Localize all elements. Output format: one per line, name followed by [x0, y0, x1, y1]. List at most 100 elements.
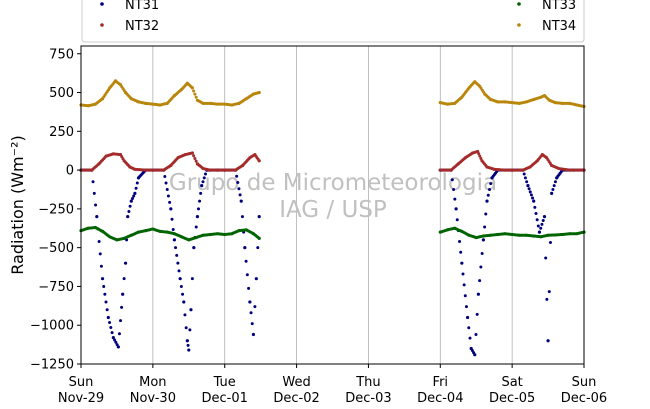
point-nt31-135 — [239, 199, 243, 203]
point-nt31-22 — [105, 308, 109, 312]
point-nt31-185 — [480, 251, 484, 255]
point-nt31-223 — [526, 184, 530, 188]
point-nt31-45 — [133, 191, 137, 195]
x-tick-label-date-3: Dec-02 — [273, 391, 319, 406]
watermark-line-2: IAG / USP — [279, 197, 387, 223]
point-nt31-183 — [478, 279, 482, 283]
point-nt31-222 — [525, 180, 529, 184]
legend-label-nt34: NT34 — [542, 19, 576, 34]
point-nt31-12 — [94, 203, 98, 207]
point-nt31-132 — [236, 181, 240, 185]
legend-box — [81, 0, 585, 43]
point-nt31-168 — [460, 261, 464, 265]
point-nt32-183 — [478, 154, 482, 158]
y-tick-label-4: −250 — [38, 202, 74, 217]
y-axis: −1250 −1000 −750 −500 −250 0 250 500 750 — [30, 47, 81, 373]
point-nt31-227 — [531, 196, 535, 200]
series-nt32 — [79, 149, 586, 172]
x-tick-label-date-1: Nov-30 — [130, 391, 176, 406]
watermark-line-1: Grupo de Micrometeorologia — [169, 170, 497, 196]
point-nt31-246 — [553, 180, 557, 184]
point-nt31-226 — [529, 193, 533, 197]
point-nt31-15 — [97, 239, 101, 243]
plot-frame — [80, 45, 585, 365]
point-nt31-39 — [126, 215, 130, 219]
legend: NT31 NT32 NT33 NT34 — [81, 0, 585, 43]
x-axis: SunNov-29MonNov-30TueDec-01WedDec-02ThuD… — [58, 364, 607, 406]
point-nt31-220 — [522, 172, 526, 176]
point-nt31-71 — [164, 181, 168, 185]
point-nt31-228 — [532, 199, 536, 203]
point-nt31-233 — [537, 230, 542, 234]
y-axis-label: Radiation (Wm⁻²) — [8, 135, 27, 274]
point-nt31-83 — [178, 277, 182, 281]
x-tick-label-date-0: Nov-29 — [58, 391, 104, 406]
point-nt31-147 — [254, 277, 258, 281]
series-layer — [79, 79, 586, 357]
y-tick-label-8: 750 — [49, 47, 74, 62]
point-nt31-11 — [92, 191, 96, 195]
legend-marker-nt32 — [100, 23, 104, 27]
point-nt31-90 — [186, 343, 190, 347]
x-tick-label-day-1: Mon — [139, 375, 166, 390]
y-tick-label-6: 250 — [49, 125, 74, 140]
point-nt31-70 — [163, 175, 167, 179]
x-tick-label-day-2: Tue — [213, 375, 236, 390]
point-nt34-95 — [193, 92, 197, 96]
point-nt31-88 — [184, 326, 188, 330]
point-nt31-179 — [473, 353, 477, 357]
point-nt31-136 — [240, 215, 244, 219]
point-nt31-20 — [103, 292, 107, 296]
point-nt31-189 — [485, 199, 489, 203]
point-nt31-160 — [450, 178, 454, 182]
x-tick-label-date-2: Dec-01 — [202, 391, 248, 406]
point-nt31-139 — [244, 259, 248, 263]
point-nt32-95 — [193, 156, 197, 160]
point-nt31-100 — [198, 199, 202, 203]
point-nt31-171 — [463, 294, 467, 298]
point-nt31-140 — [245, 273, 249, 277]
point-nt31-76 — [170, 217, 174, 221]
point-nt31-23 — [106, 315, 110, 320]
point-nt34-149 — [257, 90, 261, 95]
x-tick-label-date-4: Dec-03 — [345, 391, 391, 406]
point-nt31-180 — [474, 333, 478, 337]
point-nt31-93 — [189, 308, 193, 312]
point-nt31-19 — [102, 284, 106, 288]
point-nt31-42 — [129, 199, 133, 203]
y-tick-label-0: −1250 — [30, 358, 74, 373]
point-nt31-164 — [455, 218, 459, 222]
point-nt31-239 — [545, 297, 549, 301]
point-nt31-40 — [127, 209, 131, 213]
point-nt31-232 — [536, 224, 540, 228]
point-nt31-187 — [483, 225, 487, 229]
point-nt33-149 — [257, 236, 261, 240]
point-nt31-85 — [181, 292, 185, 296]
point-nt34-93 — [190, 86, 194, 90]
plot-area — [81, 46, 584, 364]
point-nt31-81 — [176, 261, 180, 265]
point-nt31-184 — [479, 265, 483, 269]
point-nt31-224 — [527, 187, 531, 191]
legend-label-nt32: NT32 — [125, 19, 159, 34]
point-nt31-97 — [194, 225, 198, 229]
series-nt34 — [79, 79, 586, 109]
point-nt31-84 — [179, 284, 183, 288]
point-nt31-91 — [187, 348, 191, 352]
point-nt31-101 — [199, 191, 203, 195]
point-nt31-75 — [169, 207, 173, 211]
x-tick-label-day-4: Thu — [355, 375, 380, 390]
x-tick-label-day-7: Sun — [572, 375, 597, 390]
point-nt31-98 — [195, 215, 200, 219]
point-nt31-46 — [134, 186, 138, 190]
legend-label-nt33: NT33 — [542, 0, 576, 13]
point-nt31-92 — [188, 328, 192, 332]
point-nt32-93 — [190, 151, 194, 155]
point-nt31-169 — [461, 272, 465, 276]
point-nt31-89 — [185, 339, 189, 343]
point-nt31-238 — [544, 256, 548, 260]
x-tick-label-day-0: Sun — [69, 375, 94, 390]
point-nt31-10 — [91, 180, 95, 184]
point-nt31-161 — [452, 187, 456, 191]
point-nt32-181 — [476, 149, 480, 154]
